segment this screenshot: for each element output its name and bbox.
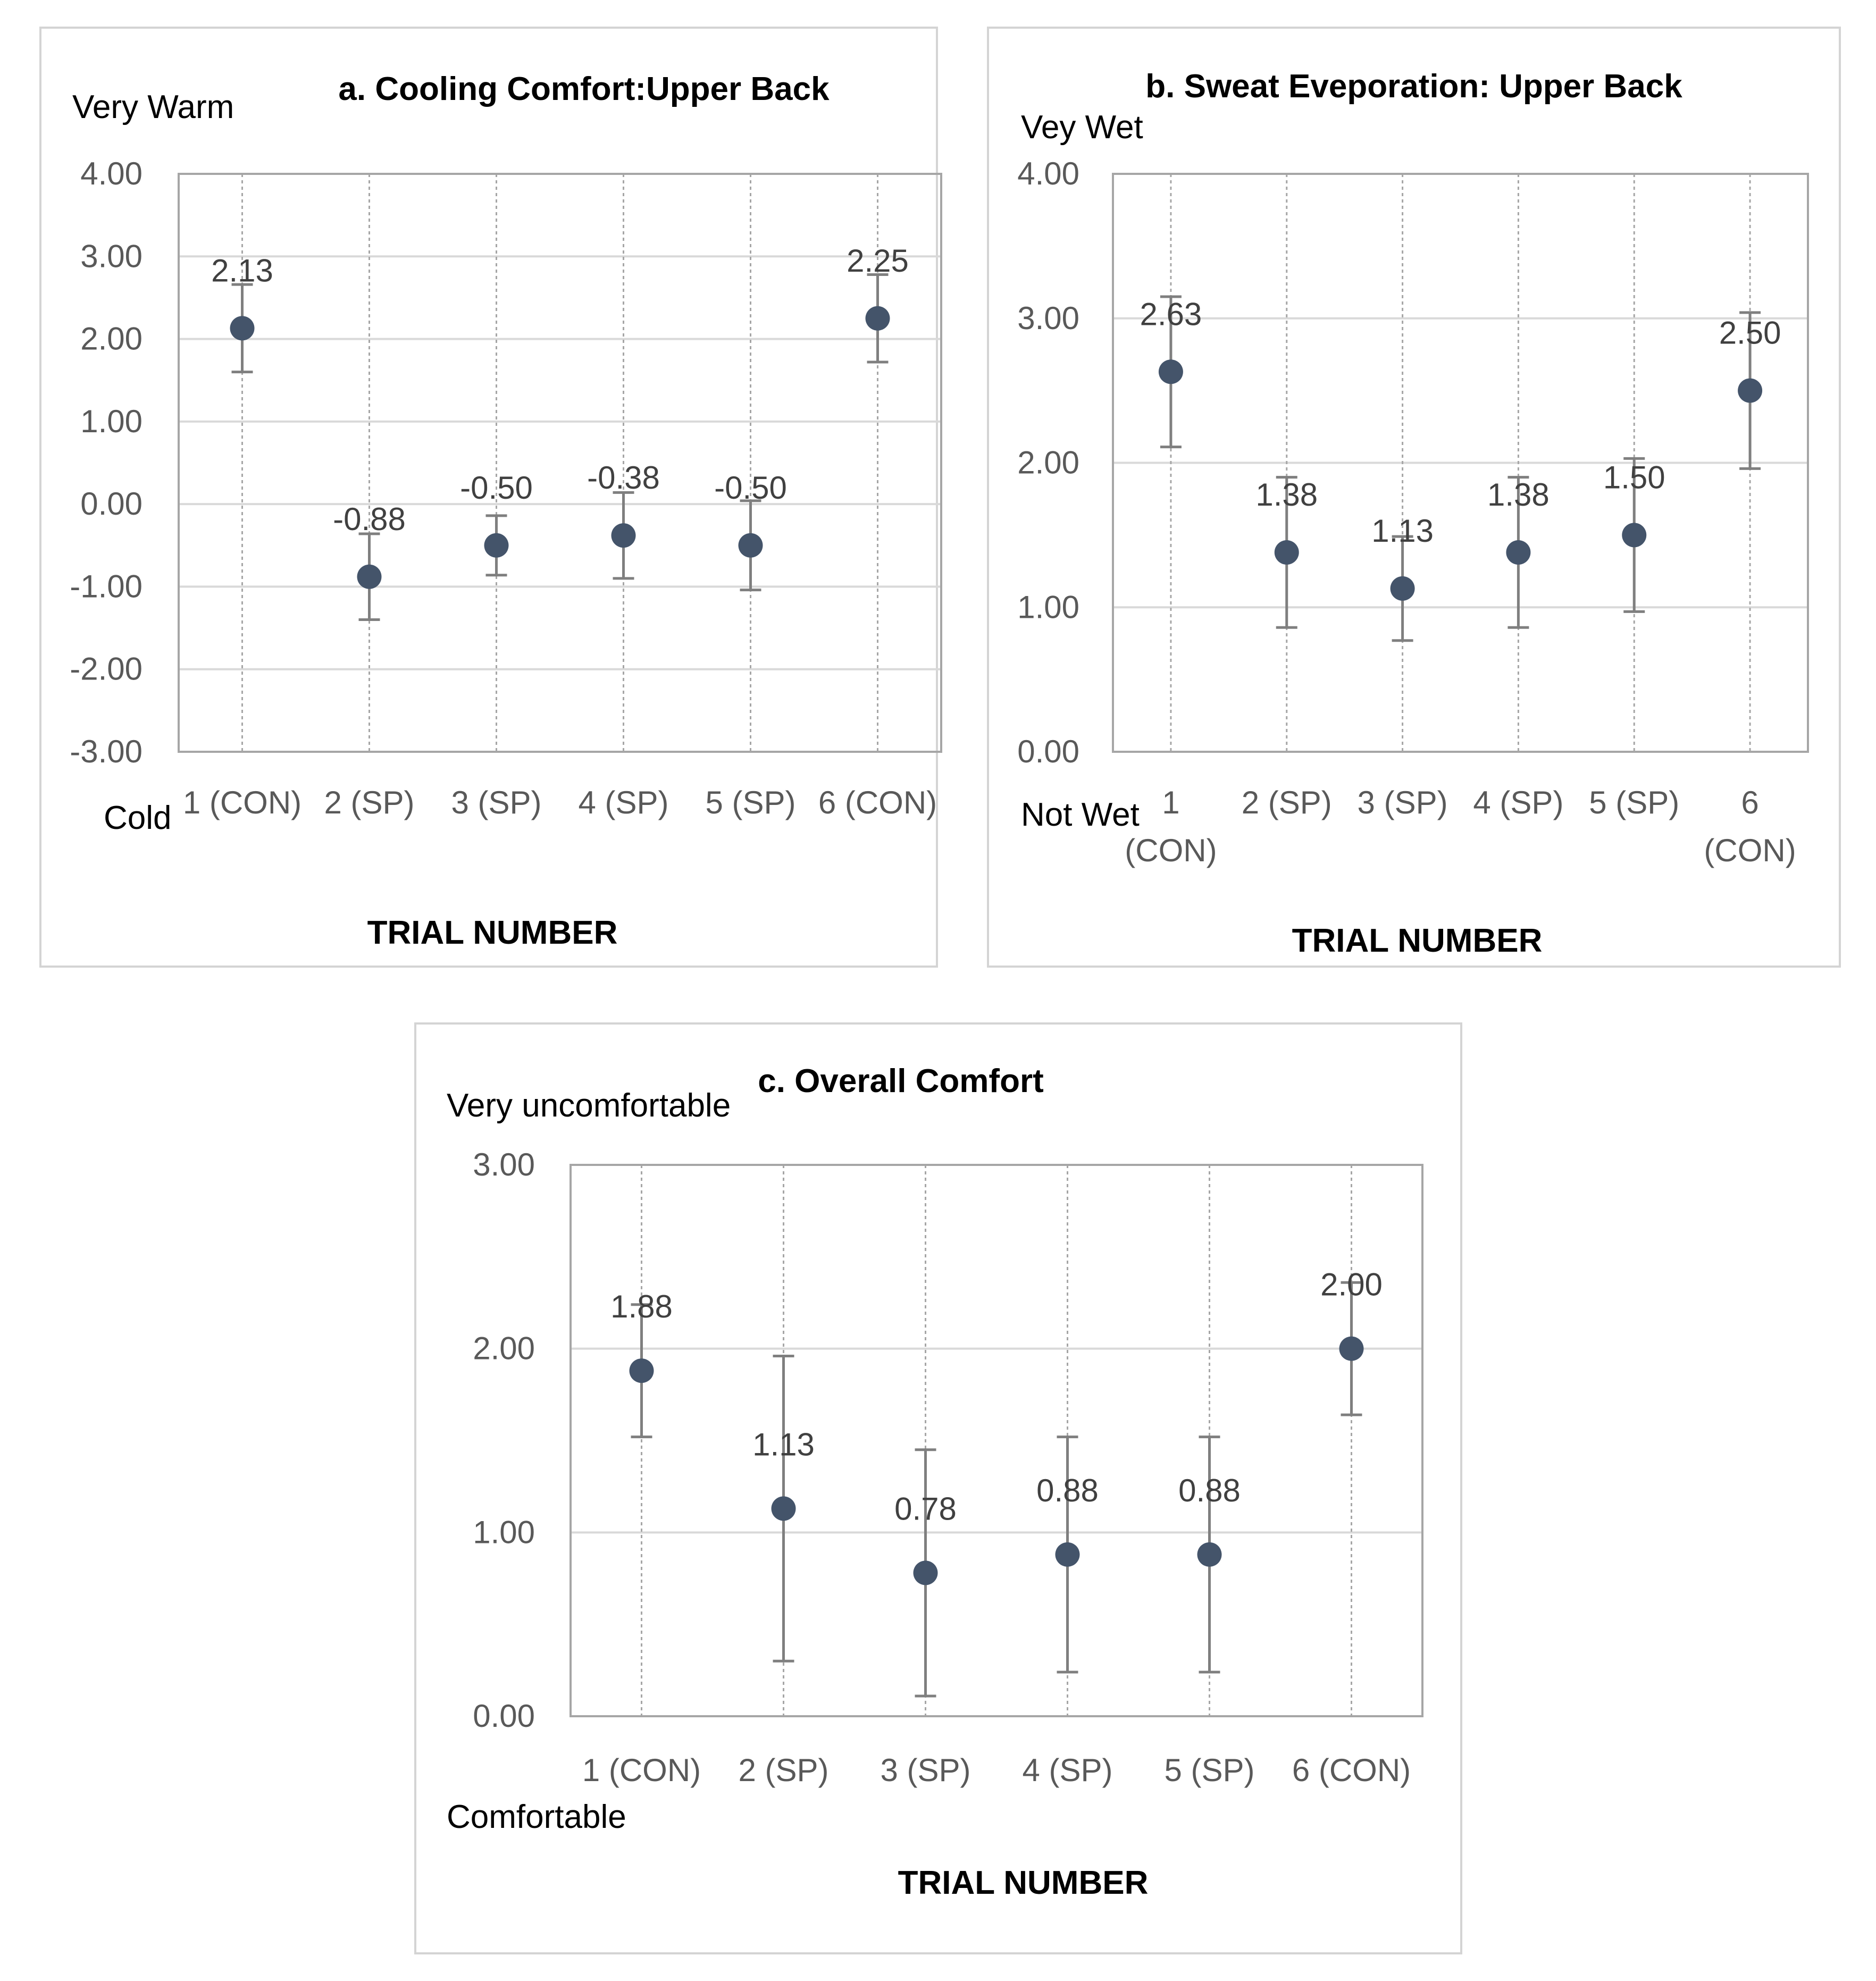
data-label: 1.13 <box>752 1426 815 1462</box>
x-tick-label: 1 (CON) <box>582 1752 701 1788</box>
y-axis-bottom-label: Comfortable <box>447 1799 626 1835</box>
x-tick-label: 1 (CON) <box>183 785 302 820</box>
data-label: 1.13 <box>1371 513 1434 549</box>
data-point <box>611 523 636 548</box>
y-tick-label: -3.00 <box>70 734 143 769</box>
x-tick-label: 5 (SP) <box>1164 1752 1254 1788</box>
y-tick-label: 1.00 <box>473 1514 535 1550</box>
y-tick-label: 2.00 <box>1017 445 1079 481</box>
y-tick-label: -2.00 <box>70 651 143 687</box>
x-tick-label: 3 (SP) <box>451 785 541 820</box>
data-label: -0.50 <box>460 470 533 506</box>
data-point <box>1055 1542 1080 1567</box>
data-point <box>1158 359 1183 384</box>
chart-panel-2: 4.00 3.00 2.00 1.00 0.00 1 (CON) 2 (SP) 3 (SP) 4 … <box>987 27 1841 968</box>
y-tick-label: 4.00 <box>1017 156 1079 191</box>
x-axis-title: TRIAL NUMBER <box>367 914 618 951</box>
chart-title: a. Cooling Comfort:Upper Back <box>338 71 830 107</box>
chart-panel-3: 3.00 2.00 1.00 0.00 1 (CON) 2 (SP) 3 (SP) 4 (SP… <box>414 1022 1462 1954</box>
data-point <box>1622 523 1647 548</box>
data-label: -0.38 <box>587 460 660 496</box>
data-point <box>738 533 763 558</box>
x-tick-label: 2 (SP) <box>738 1752 828 1788</box>
data-point <box>1506 540 1531 565</box>
data-label: 2.63 <box>1140 296 1202 332</box>
y-tick-label: 0.00 <box>473 1698 535 1734</box>
data-label: 1.50 <box>1603 459 1665 495</box>
panel-border <box>414 1022 1462 1954</box>
data-point <box>1390 576 1415 601</box>
data-point <box>1339 1336 1364 1361</box>
plot-area <box>178 173 942 753</box>
y-axis-top-label: Very uncomfortable <box>447 1087 731 1124</box>
x-tick-label: 6 (CON) <box>1292 1752 1411 1788</box>
data-label: -0.50 <box>714 470 787 506</box>
y-axis-top-label: Vey Wet <box>1021 109 1143 146</box>
x-tick-label: 5 (SP) <box>705 785 795 820</box>
x-tick-label: 1 (CON) <box>1125 785 1217 868</box>
data-label: 0.88 <box>1036 1473 1099 1508</box>
data-label: 2.00 <box>1320 1267 1383 1303</box>
x-tick-label: 4 (SP) <box>1473 785 1563 820</box>
data-label: 2.50 <box>1719 315 1781 351</box>
y-tick-label: 3.00 <box>473 1147 535 1182</box>
x-tick-label: 6 (CON) <box>1704 785 1796 868</box>
data-label: 1.38 <box>1487 477 1550 513</box>
y-tick-label: 0.00 <box>1017 734 1079 769</box>
x-tick-label: 6 (CON) <box>818 785 937 820</box>
data-point <box>771 1496 796 1521</box>
y-axis-top-label: Very Warm <box>72 89 234 125</box>
y-tick-label: 2.00 <box>473 1331 535 1366</box>
x-tick-label: 4 (SP) <box>1022 1752 1112 1788</box>
data-point <box>357 564 382 589</box>
y-axis-bottom-label: Not Wet <box>1021 796 1140 833</box>
chart-title: b. Sweat Eveporation: Upper Back <box>1145 68 1682 105</box>
data-label: 2.25 <box>847 243 909 279</box>
data-point <box>1738 378 1763 403</box>
data-point <box>1197 1542 1222 1567</box>
data-label: 1.38 <box>1255 477 1318 513</box>
x-tick-label: 2 (SP) <box>324 785 414 820</box>
y-tick-label: 3.00 <box>80 238 143 274</box>
data-point <box>913 1560 938 1585</box>
chart-panel-1: 4.00 3.00 2.00 1.00 0.00 -1.00 -2.00 -3.00 1 (CO… <box>39 27 942 968</box>
x-tick-label: 3 (SP) <box>880 1752 970 1788</box>
y-tick-label: 3.00 <box>1017 300 1079 336</box>
x-axis-title: TRIAL NUMBER <box>898 1865 1149 1901</box>
data-point <box>1274 540 1299 565</box>
y-axis-bottom-label: Cold <box>104 800 172 836</box>
y-tick-label: -1.00 <box>70 568 143 604</box>
y-tick-label: 1.00 <box>1017 589 1079 625</box>
panel-border <box>987 27 1841 968</box>
data-label: -0.88 <box>333 501 406 537</box>
data-point <box>629 1358 654 1383</box>
chart-title: c. Overall Comfort <box>758 1063 1043 1099</box>
data-label: 0.78 <box>894 1491 957 1526</box>
plot-area <box>1112 173 1809 753</box>
x-tick-label: 2 (SP) <box>1242 785 1332 820</box>
panel-border <box>39 27 938 968</box>
y-tick-label: 1.00 <box>80 404 143 439</box>
data-point <box>484 533 509 558</box>
data-point <box>230 316 255 341</box>
data-label: 0.88 <box>1178 1473 1241 1508</box>
y-tick-label: 0.00 <box>80 486 143 522</box>
y-tick-label: 4.00 <box>80 156 143 191</box>
data-label: 1.88 <box>610 1289 673 1324</box>
data-label: 2.13 <box>211 253 273 288</box>
x-tick-label: 3 (SP) <box>1358 785 1448 820</box>
x-tick-label: 4 (SP) <box>578 785 668 820</box>
x-axis-title: TRIAL NUMBER <box>1292 922 1543 959</box>
x-tick-label: 5 (SP) <box>1589 785 1679 820</box>
data-point <box>865 306 890 331</box>
y-tick-label: 2.00 <box>80 321 143 357</box>
plot-area <box>570 1164 1423 1717</box>
